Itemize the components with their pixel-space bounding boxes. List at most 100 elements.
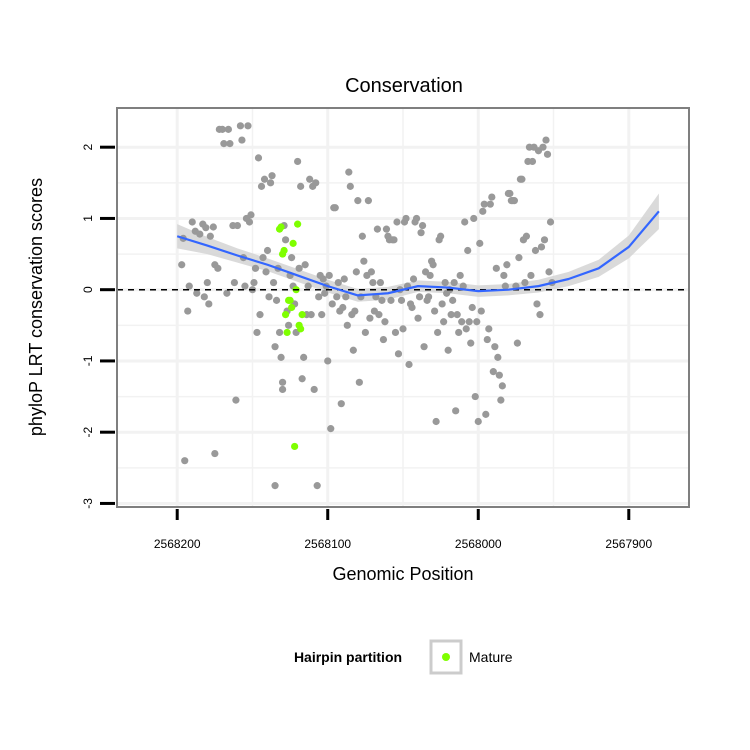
x-axis: 2568200 2568100 2568000 2567900 bbox=[154, 509, 652, 551]
data-point bbox=[515, 254, 523, 262]
y-tick-label: -1 bbox=[81, 355, 95, 366]
data-point bbox=[301, 261, 309, 269]
data-point bbox=[343, 321, 351, 329]
data-point bbox=[450, 278, 458, 287]
data-point bbox=[522, 232, 531, 240]
data-point-mature bbox=[277, 223, 285, 231]
data-point bbox=[513, 339, 522, 347]
data-point bbox=[394, 350, 403, 358]
data-point bbox=[533, 300, 541, 308]
data-point bbox=[236, 122, 245, 130]
data-point bbox=[539, 143, 547, 151]
data-point bbox=[447, 311, 455, 319]
data-point bbox=[206, 232, 214, 240]
data-point bbox=[297, 182, 305, 190]
data-point bbox=[510, 197, 518, 205]
data-point bbox=[470, 214, 478, 223]
data-point-mature bbox=[281, 311, 290, 319]
data-point bbox=[269, 278, 278, 287]
x-tick-label: 2567900 bbox=[605, 537, 652, 551]
data-point-mature bbox=[294, 220, 302, 228]
data-point bbox=[232, 396, 240, 404]
data-point bbox=[266, 179, 275, 187]
data-point bbox=[328, 300, 336, 308]
data-point bbox=[205, 300, 213, 308]
y-tick-label: -2 bbox=[81, 427, 95, 438]
data-point bbox=[479, 207, 487, 215]
y-tick-label: -3 bbox=[81, 498, 95, 509]
data-point bbox=[390, 236, 398, 244]
data-point bbox=[546, 218, 555, 226]
data-point bbox=[315, 293, 323, 301]
data-point bbox=[223, 289, 231, 297]
data-point bbox=[203, 278, 211, 287]
data-point bbox=[379, 335, 388, 344]
data-point bbox=[497, 396, 505, 404]
data-point-mature bbox=[288, 303, 296, 312]
data-point-mature bbox=[280, 246, 288, 255]
data-point bbox=[366, 314, 374, 322]
legend: Hairpin partition Mature bbox=[294, 639, 513, 675]
data-point bbox=[351, 307, 359, 315]
data-point bbox=[412, 214, 421, 223]
data-point bbox=[482, 410, 490, 418]
data-point bbox=[271, 343, 279, 351]
data-point-mature bbox=[289, 239, 297, 247]
data-point bbox=[381, 318, 389, 326]
data-point bbox=[527, 271, 535, 280]
smooth-line bbox=[176, 210, 660, 297]
data-point bbox=[298, 375, 306, 383]
data-point bbox=[304, 282, 312, 290]
data-point bbox=[424, 293, 433, 301]
data-point bbox=[209, 223, 217, 231]
data-point bbox=[528, 157, 537, 166]
data-point bbox=[178, 261, 186, 269]
data-point bbox=[313, 482, 321, 490]
data-point bbox=[278, 385, 287, 394]
data-point bbox=[245, 218, 254, 226]
data-point bbox=[339, 303, 347, 312]
data-point-mature bbox=[286, 296, 294, 304]
data-point bbox=[260, 175, 269, 183]
data-point bbox=[244, 122, 252, 130]
data-point bbox=[340, 275, 348, 283]
data-point bbox=[224, 125, 232, 133]
data-point bbox=[458, 318, 466, 326]
data-point bbox=[378, 296, 386, 304]
y-tick-label: 2 bbox=[81, 144, 95, 151]
data-point bbox=[408, 303, 416, 312]
data-point bbox=[247, 211, 255, 219]
data-point bbox=[409, 275, 418, 283]
data-point bbox=[432, 417, 440, 426]
data-point bbox=[196, 230, 204, 238]
data-point bbox=[473, 318, 481, 326]
data-point bbox=[214, 264, 222, 272]
data-point bbox=[467, 339, 475, 347]
data-point bbox=[333, 293, 341, 301]
data-point bbox=[285, 321, 293, 329]
y-tick-label: 0 bbox=[81, 286, 95, 293]
panel-border bbox=[116, 107, 690, 508]
data-point bbox=[364, 197, 372, 205]
data-point-mature bbox=[298, 311, 306, 319]
data-point bbox=[277, 353, 285, 361]
data-point bbox=[375, 311, 383, 319]
data-point bbox=[181, 457, 189, 465]
data-point bbox=[275, 328, 284, 337]
legend-title: Hairpin partition bbox=[294, 649, 402, 665]
data-point bbox=[393, 218, 401, 226]
data-point bbox=[464, 246, 472, 255]
data-point bbox=[253, 328, 261, 337]
data-point bbox=[471, 392, 479, 401]
data-point bbox=[501, 282, 509, 290]
data-point bbox=[545, 268, 553, 276]
data-point bbox=[531, 246, 540, 255]
data-point bbox=[540, 236, 549, 244]
data-point bbox=[483, 335, 491, 344]
data-point bbox=[387, 296, 395, 304]
data-point bbox=[241, 282, 249, 290]
data-point bbox=[456, 271, 464, 280]
data-point bbox=[250, 278, 258, 287]
y-axis: 2 1 0 -1 -2 -3 bbox=[81, 144, 115, 509]
